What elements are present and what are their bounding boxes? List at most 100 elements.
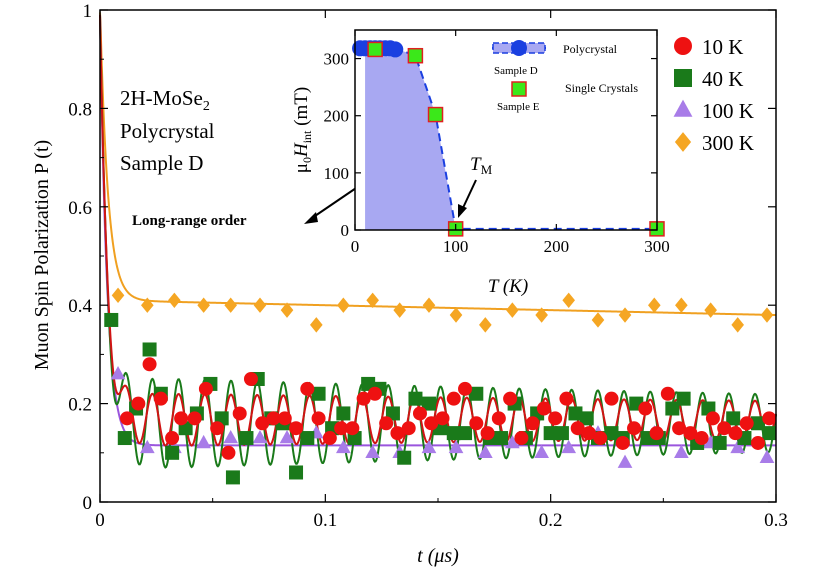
data-point-300k: [535, 307, 548, 323]
data-point-40k: [469, 386, 484, 401]
data-point-300k: [760, 307, 774, 323]
data-point-10k: [593, 431, 608, 446]
data-points: [104, 287, 777, 485]
data-point-40k: [408, 391, 423, 406]
data-point-40k: [165, 445, 180, 460]
data-point-10k: [458, 381, 473, 396]
data-point-100k: [674, 444, 689, 459]
data-point-100k: [759, 449, 775, 463]
data-point-100k: [561, 439, 577, 454]
data-point-300k: [675, 297, 688, 313]
y-tick-label: 0.4: [68, 296, 92, 317]
data-point-40k: [604, 426, 619, 441]
data-point-40k: [385, 406, 400, 421]
data-point-300k: [648, 297, 661, 313]
inset-legend-sample: Sample E: [497, 101, 540, 113]
data-point-40k: [289, 465, 304, 480]
data-point-40k: [750, 416, 765, 431]
data-point-10k: [672, 421, 687, 436]
data-point-100k: [617, 454, 633, 468]
inset-axis-ticks: 0 100 200 300 0 100 200 300: [324, 30, 670, 256]
inset-legend-polycrystal: Polycrystal Sample D: [492, 40, 618, 77]
inset-legend: Polycrystal Sample D Single Crystals Sample…: [492, 40, 638, 113]
data-point-100k: [196, 434, 212, 449]
data-point-100k: [223, 429, 239, 444]
inset-y-tick-label: 300: [324, 50, 350, 69]
data-point-40k: [336, 406, 351, 421]
data-point-40k: [554, 426, 569, 441]
data-point-100k: [336, 439, 351, 454]
legend-label: 10 K: [702, 35, 743, 59]
legend-item-10k: 10 K: [674, 35, 743, 59]
data-point-10k: [322, 431, 337, 446]
data-point-300k: [168, 292, 181, 308]
data-point-10k: [446, 391, 461, 406]
legend-marker: [674, 69, 692, 87]
data-point-10k: [581, 426, 596, 441]
inset-point-sample-e: [427, 106, 444, 123]
data-point-40k: [568, 406, 583, 421]
data-point-40k: [726, 411, 741, 426]
x-tick-label: 0.3: [764, 510, 788, 531]
data-point-10k: [243, 372, 258, 386]
data-point-100k: [477, 444, 493, 459]
data-point-10k: [345, 421, 360, 436]
data-point-40k: [311, 386, 326, 401]
data-point-10k: [401, 421, 416, 436]
data-point-10k: [300, 381, 315, 396]
legend-label: 40 K: [702, 67, 743, 91]
data-point-10k: [131, 396, 146, 411]
data-point-300k: [449, 307, 463, 323]
inset-y-tick-label: 100: [324, 164, 350, 183]
tm-arrow: [458, 179, 477, 218]
data-point-40k: [579, 411, 594, 426]
long-range-order-arrow: [304, 183, 363, 224]
data-point-100k: [252, 429, 268, 444]
data-point-10k: [615, 435, 630, 450]
inset-frame: [354, 29, 658, 231]
data-point-300k: [280, 302, 294, 318]
data-point-300k: [562, 292, 575, 308]
data-point-10k: [289, 421, 304, 436]
data-point-100k: [730, 439, 746, 454]
data-point-40k: [117, 431, 132, 446]
data-point-300k: [224, 297, 237, 313]
long-range-order-label: Long-range order: [132, 213, 247, 229]
inset-x-axis-label: T (K): [488, 276, 528, 297]
y-tick-label: 1: [83, 1, 93, 22]
data-point-10k: [255, 416, 270, 431]
data-point-100k: [365, 444, 381, 459]
data-point-300k: [366, 292, 379, 308]
inset-y-tick-label: 0: [341, 221, 350, 240]
data-point-300k: [393, 302, 406, 318]
main-axis-ticks: 0 0.1 0.2 0.3 0 0.2 0.4 0.6 0.8 1: [68, 1, 788, 531]
inset-legend-sample: Sample D: [494, 65, 538, 77]
data-point-10k: [694, 431, 709, 446]
data-point-40k: [104, 312, 119, 327]
inset-point-sample-e: [407, 47, 424, 64]
data-point-10k: [187, 411, 202, 426]
inset-x-tick-label: 300: [644, 237, 670, 256]
data-point-300k: [310, 317, 323, 333]
data-point-100k: [534, 444, 550, 459]
data-point-10k: [627, 421, 642, 436]
data-point-10k: [153, 391, 168, 406]
data-point-40k: [458, 426, 473, 441]
data-point-300k: [337, 297, 350, 313]
data-point-40k: [142, 342, 157, 357]
data-point-40k: [446, 426, 461, 441]
data-point-10k: [480, 426, 495, 441]
sample-annotation-line2: Polycrystal: [120, 119, 215, 143]
inset-legend-label: Single Crystals: [565, 81, 638, 95]
legend-item-300k: 300 K: [674, 131, 754, 155]
data-point-300k: [422, 297, 436, 313]
data-point-10k: [210, 421, 225, 436]
data-point-10k: [120, 411, 135, 426]
data-point-10k: [367, 386, 382, 401]
inset-legend-single-crystals: Single Crystals Sample E: [497, 81, 638, 113]
sample-annotation-line3: Sample D: [120, 151, 203, 175]
data-point-10k: [221, 445, 236, 460]
data-point-40k: [762, 426, 777, 441]
data-point-100k: [110, 366, 126, 380]
inset-content: [352, 40, 665, 237]
